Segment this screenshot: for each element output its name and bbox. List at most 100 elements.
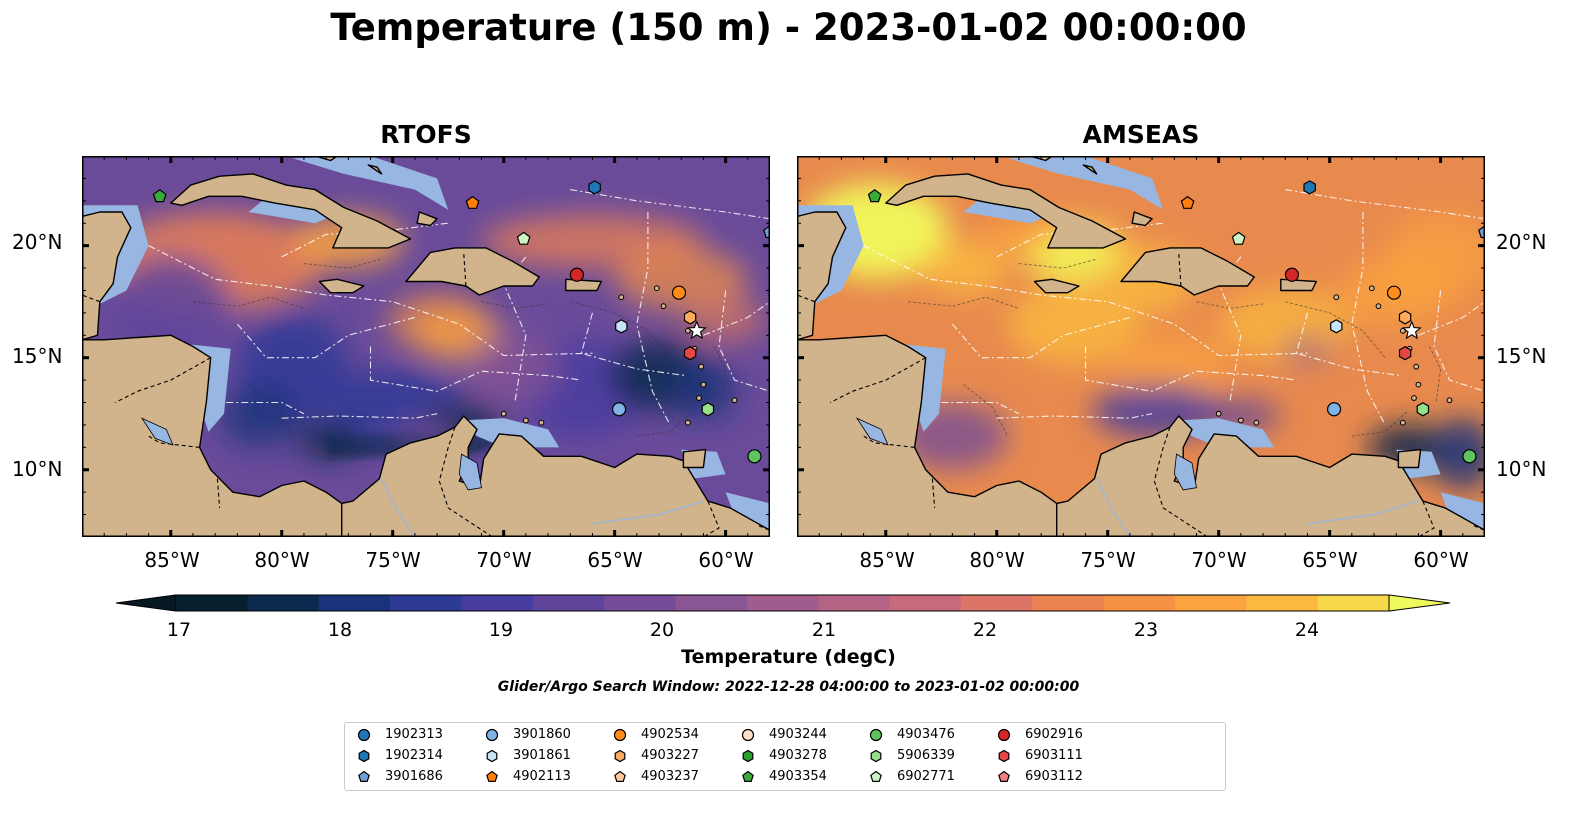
- hexagon-icon: [486, 749, 498, 763]
- landmass-jamaica: [1033, 278, 1080, 294]
- island: [731, 397, 738, 404]
- country-border: [82, 294, 100, 303]
- colorbar-tick: 17: [166, 619, 192, 641]
- landmass-yucatan: [82, 211, 132, 341]
- colorbar-bin: [318, 595, 391, 611]
- float-marker-4902113: [1180, 195, 1195, 209]
- legend-label: 6903112: [1025, 769, 1083, 784]
- river: [1095, 478, 1131, 537]
- landmass-trinidad: [682, 448, 707, 469]
- lake: [458, 453, 482, 491]
- float-marker-4903227: [1398, 310, 1412, 325]
- pentagon-icon: [870, 770, 882, 782]
- eez-boundary: [703, 301, 770, 336]
- colorbar-bin: [675, 595, 748, 611]
- legend-marker-hexagon: [998, 749, 1010, 763]
- float-marker-3901861: [1330, 319, 1343, 334]
- island: [1237, 417, 1244, 424]
- float-marker-4902534: [671, 285, 687, 300]
- country-border: [758, 525, 770, 531]
- river: [592, 500, 704, 525]
- eez-boundary: [236, 316, 416, 359]
- lat-tick-label: 10°N: [12, 457, 63, 481]
- river: [1307, 500, 1419, 525]
- legend-marker-pentagon: [870, 770, 882, 782]
- lon-tick-label: 70°W: [1191, 548, 1247, 572]
- legend-marker-pentagon: [614, 770, 626, 782]
- legend-marker-pentagon: [742, 770, 754, 782]
- map-panel-amseas: [797, 156, 1485, 537]
- country-border: [703, 500, 720, 537]
- legend-marker-hexagon: [358, 749, 370, 763]
- circle-icon: [357, 728, 371, 742]
- landmass-bahamas2: [1082, 164, 1098, 175]
- island: [1253, 419, 1260, 426]
- colorbar-tick: 20: [649, 619, 675, 641]
- colorbar-under-arrow: [116, 594, 177, 612]
- float-marker-6903111: [683, 346, 697, 361]
- isobath-contour: [303, 258, 382, 269]
- legend-marker-circle: [997, 728, 1011, 742]
- landmass-puertorico: [565, 278, 602, 292]
- legend-marker-pentagon: [358, 770, 370, 782]
- colorbar-bin: [176, 595, 248, 611]
- colorbar-bin: [1103, 595, 1176, 611]
- colorbar-tick: 19: [488, 619, 514, 641]
- lat-tick-label: 15°N: [12, 344, 63, 368]
- pentagon-icon: [486, 770, 498, 782]
- lon-tick-label: 65°W: [587, 548, 643, 572]
- colorbar-tick: 18: [327, 619, 353, 641]
- pentagon-icon: [358, 770, 370, 782]
- island: [1375, 303, 1382, 310]
- legend-marker-circle: [741, 728, 755, 742]
- colorbar-bin: [1032, 595, 1105, 611]
- island: [1368, 285, 1375, 292]
- float-marker-6903111: [1398, 346, 1412, 361]
- temperature-field: [470, 333, 560, 405]
- float-marker-3901686: [763, 224, 770, 239]
- island: [660, 303, 667, 310]
- landmass-puertorico: [1280, 278, 1317, 292]
- panel-title-amseas: AMSEAS: [1082, 120, 1200, 149]
- temperature-field: [108, 254, 233, 363]
- colorbar-bin: [960, 595, 1033, 611]
- country-border: [1178, 252, 1182, 287]
- temperature-field: [1429, 418, 1485, 490]
- lon-tick-label: 75°W: [365, 548, 421, 572]
- legend-marker-hexagon: [870, 749, 882, 763]
- island: [1413, 363, 1420, 370]
- lon-tick-label: 85°W: [144, 548, 200, 572]
- colorbar-tick: 22: [972, 619, 998, 641]
- float-marker-3901860: [1326, 402, 1342, 417]
- colorbar-bin: [461, 595, 534, 611]
- eez-boundary: [226, 401, 305, 415]
- colorbar-bin: [604, 595, 677, 611]
- isobath-contour: [570, 301, 671, 358]
- lat-tick-label: 15°N: [1496, 344, 1547, 368]
- pentagon-icon: [742, 770, 754, 782]
- colorbar-bin: [532, 595, 605, 611]
- float-marker-4903227: [683, 310, 697, 325]
- island: [1399, 419, 1406, 426]
- temperature-field: [1385, 212, 1485, 302]
- float-marker-6902771: [516, 231, 531, 245]
- lon-tick-label: 65°W: [1302, 548, 1358, 572]
- colorbar-bin: [818, 595, 891, 611]
- isobath-contour: [1351, 411, 1408, 437]
- legend-label: 5906339: [897, 748, 955, 763]
- float-marker-5906339: [1416, 402, 1430, 417]
- colorbar: [116, 594, 1451, 612]
- landmass-hispaniola: [405, 247, 540, 296]
- map-panel-rtofs: [82, 156, 770, 537]
- hexagon-icon: [870, 749, 882, 763]
- eez-boundary: [1418, 301, 1485, 336]
- legend-marker-circle: [357, 728, 371, 742]
- pentagon-icon: [614, 770, 626, 782]
- island: [1215, 410, 1222, 417]
- island: [696, 395, 702, 401]
- island: [1446, 397, 1453, 404]
- colorbar-bin: [1246, 595, 1319, 611]
- eez-boundary: [1084, 346, 1297, 392]
- map-frame: [82, 156, 770, 537]
- legend-label: 3901686: [385, 769, 443, 784]
